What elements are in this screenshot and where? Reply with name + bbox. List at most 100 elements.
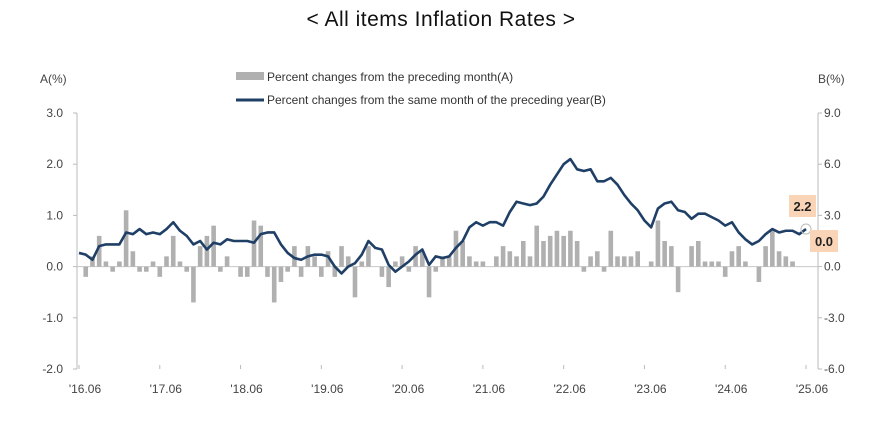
bar-mom xyxy=(184,266,190,272)
left-axis-label: A(%) xyxy=(40,72,67,86)
bar-mom xyxy=(783,256,789,267)
bar-mom xyxy=(244,266,250,277)
legend-line-label: Percent changes from the same month of t… xyxy=(267,93,606,107)
bar-mom xyxy=(790,261,795,267)
bar-mom xyxy=(83,266,89,277)
bar-mom xyxy=(460,241,465,267)
x-tick-label: '16.06 xyxy=(69,382,102,396)
left-tick-label: 3.0 xyxy=(46,106,63,120)
bar-mom xyxy=(170,235,176,267)
bar-mom xyxy=(285,266,290,272)
bar-mom xyxy=(568,230,573,267)
bar-mom xyxy=(211,225,216,267)
bar-mom xyxy=(500,246,506,267)
bar-mom xyxy=(601,266,607,272)
bar-mom xyxy=(514,256,519,267)
bar-mom xyxy=(103,261,109,267)
bar-mom xyxy=(702,261,708,267)
bar-mom xyxy=(123,210,129,267)
bar-mom xyxy=(729,251,735,267)
bar-mom xyxy=(716,261,721,267)
bar-mom xyxy=(150,261,156,267)
bar-mom xyxy=(635,251,641,267)
callout-yoy-value: 2.2 xyxy=(793,199,811,214)
bar-mom xyxy=(615,256,620,267)
x-tick-label: '18.06 xyxy=(230,382,263,396)
x-tick-label: '19.06 xyxy=(311,382,344,396)
bar-mom xyxy=(399,256,405,267)
bar-mom xyxy=(110,266,115,272)
left-tick-label: 1.0 xyxy=(46,208,63,222)
bar-mom xyxy=(541,241,546,267)
bar-mom xyxy=(292,246,297,267)
bar-mom xyxy=(648,261,654,267)
bar-mom xyxy=(581,266,587,272)
bar-mom xyxy=(271,266,277,303)
bar-mom xyxy=(763,246,768,267)
bar-mom xyxy=(130,251,136,267)
bar-mom xyxy=(393,261,398,267)
x-tick-label: '24.06 xyxy=(715,382,748,396)
bar-mom xyxy=(366,246,371,267)
left-tick-label: -2.0 xyxy=(42,362,63,376)
right-tick-label: 3.0 xyxy=(824,208,841,222)
bar-mom xyxy=(96,235,102,267)
bar-mom xyxy=(137,266,142,272)
right-tick-label: 6.0 xyxy=(824,157,841,171)
right-tick-label: 9.0 xyxy=(824,106,841,120)
bar-mom xyxy=(433,266,439,272)
bar-mom xyxy=(561,235,566,267)
bar-mom xyxy=(574,241,580,267)
x-tick-label: '21.06 xyxy=(473,382,506,396)
bar-mom xyxy=(238,266,243,277)
x-tick-label: '20.06 xyxy=(392,382,425,396)
bar-mom xyxy=(480,261,486,267)
bar-mom xyxy=(776,251,782,267)
bar-mom xyxy=(534,225,540,267)
bar-mom xyxy=(117,261,122,267)
x-tick-label: '23.06 xyxy=(634,382,667,396)
bar-mom xyxy=(265,266,270,277)
last-point-marker xyxy=(800,223,812,235)
legend-bar-swatch xyxy=(236,72,264,80)
bar-mom xyxy=(319,266,324,277)
line-yoy xyxy=(78,157,807,275)
bar-mom xyxy=(608,230,614,267)
bar-mom xyxy=(197,246,203,267)
bar-mom xyxy=(386,266,391,288)
bar-mom xyxy=(278,266,284,282)
chart-title: < All items Inflation Rates > xyxy=(306,8,576,31)
bar-mom xyxy=(224,256,230,267)
bar-mom xyxy=(628,256,634,267)
bar-mom xyxy=(177,261,183,267)
bar-mom xyxy=(722,266,728,277)
bar-mom xyxy=(157,266,163,277)
bar-mom xyxy=(595,251,600,267)
bar-mom xyxy=(743,261,748,267)
bar-mom xyxy=(258,225,264,267)
bar-mom xyxy=(588,256,593,267)
bar-mom xyxy=(494,256,499,267)
bar-mom xyxy=(709,261,715,267)
callout-mom-box xyxy=(810,230,838,252)
bar-mom xyxy=(298,266,304,277)
bar-mom xyxy=(345,256,351,267)
bar-mom xyxy=(527,256,533,267)
legend-bar-label: Percent changes from the preceding month… xyxy=(267,70,513,84)
bar-mom xyxy=(473,261,479,267)
bar-mom xyxy=(695,241,701,267)
bar-mom xyxy=(669,246,674,267)
bar-mom xyxy=(420,251,425,267)
right-tick-label: -6.0 xyxy=(824,362,845,376)
bar-mom xyxy=(520,241,526,267)
left-tick-label: -1.0 xyxy=(42,311,63,325)
bar-mom xyxy=(332,266,338,277)
bar-mom xyxy=(359,261,365,267)
bar-mom xyxy=(426,266,432,298)
left-tick-label: 0.0 xyxy=(46,260,63,274)
bar-mom xyxy=(655,220,661,267)
bar-mom xyxy=(406,266,412,272)
bar-mom xyxy=(379,266,385,277)
bar-mom xyxy=(621,256,627,267)
